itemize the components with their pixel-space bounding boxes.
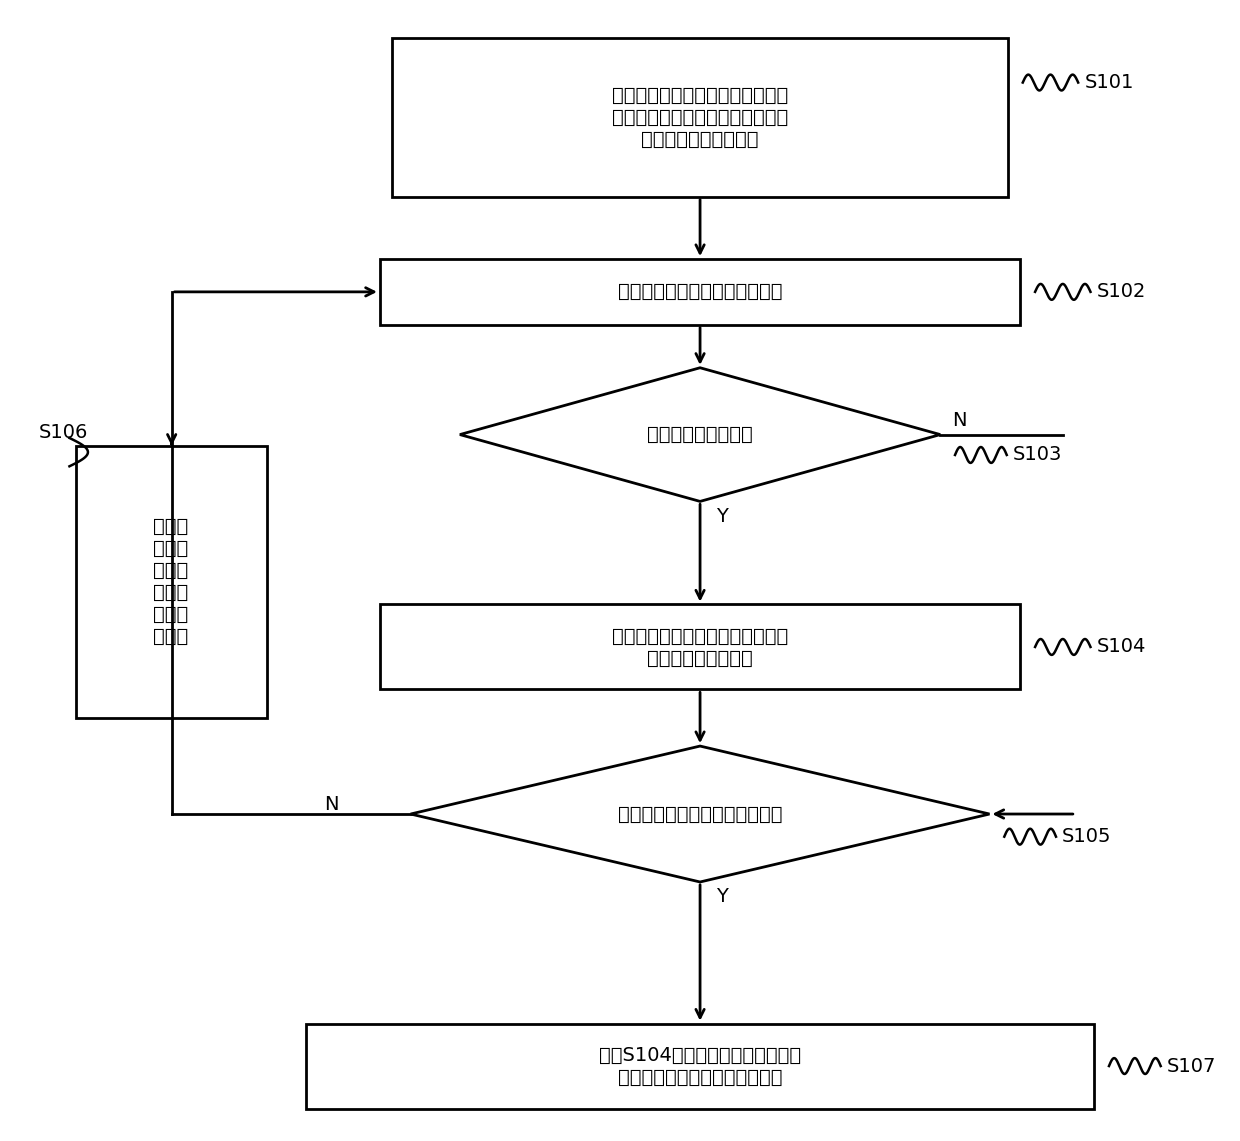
Polygon shape — [460, 367, 940, 501]
Text: 信号量是否得到优化: 信号量是否得到优化 — [647, 426, 753, 444]
Text: Y: Y — [715, 507, 728, 526]
Text: S105: S105 — [1063, 827, 1112, 847]
Text: S101: S101 — [1084, 73, 1133, 92]
Text: S104: S104 — [1096, 638, 1146, 656]
Text: S107: S107 — [1167, 1057, 1216, 1076]
Text: Y: Y — [715, 888, 728, 906]
Text: 信号量区间是否包含于目标区间: 信号量区间是否包含于目标区间 — [618, 804, 782, 824]
FancyBboxPatch shape — [379, 259, 1021, 325]
FancyBboxPatch shape — [76, 446, 267, 718]
Text: 保存相对较好工作状态下的硬件参
数及当前信号量区间: 保存相对较好工作状态下的硬件参 数及当前信号量区间 — [611, 626, 789, 667]
Text: 根据信
号量范
围调整
纹传传
感器工
作状态: 根据信 号量范 围调整 纹传传 感器工 作状态 — [154, 517, 188, 646]
FancyBboxPatch shape — [392, 38, 1008, 196]
Text: N: N — [325, 795, 339, 815]
Polygon shape — [410, 746, 990, 882]
Text: 使用默认硬件参数将指纹传感器切
换至初始工作状态，通过默认硬件
参数改变信号量的范围: 使用默认硬件参数将指纹传感器切 换至初始工作状态，通过默认硬件 参数改变信号量的… — [611, 86, 789, 149]
FancyBboxPatch shape — [379, 605, 1021, 689]
Text: 通过硬件统计信号量并计算极值: 通过硬件统计信号量并计算极值 — [618, 282, 782, 301]
Text: S103: S103 — [1013, 445, 1063, 464]
FancyBboxPatch shape — [306, 1023, 1094, 1109]
Text: N: N — [952, 412, 967, 430]
Text: S106: S106 — [38, 423, 88, 442]
Text: 使用S104中保存的硬件参数将指纹
传感器切换至当前最好工作状态: 使用S104中保存的硬件参数将指纹 传感器切换至当前最好工作状态 — [599, 1045, 801, 1086]
Text: S102: S102 — [1096, 282, 1146, 301]
